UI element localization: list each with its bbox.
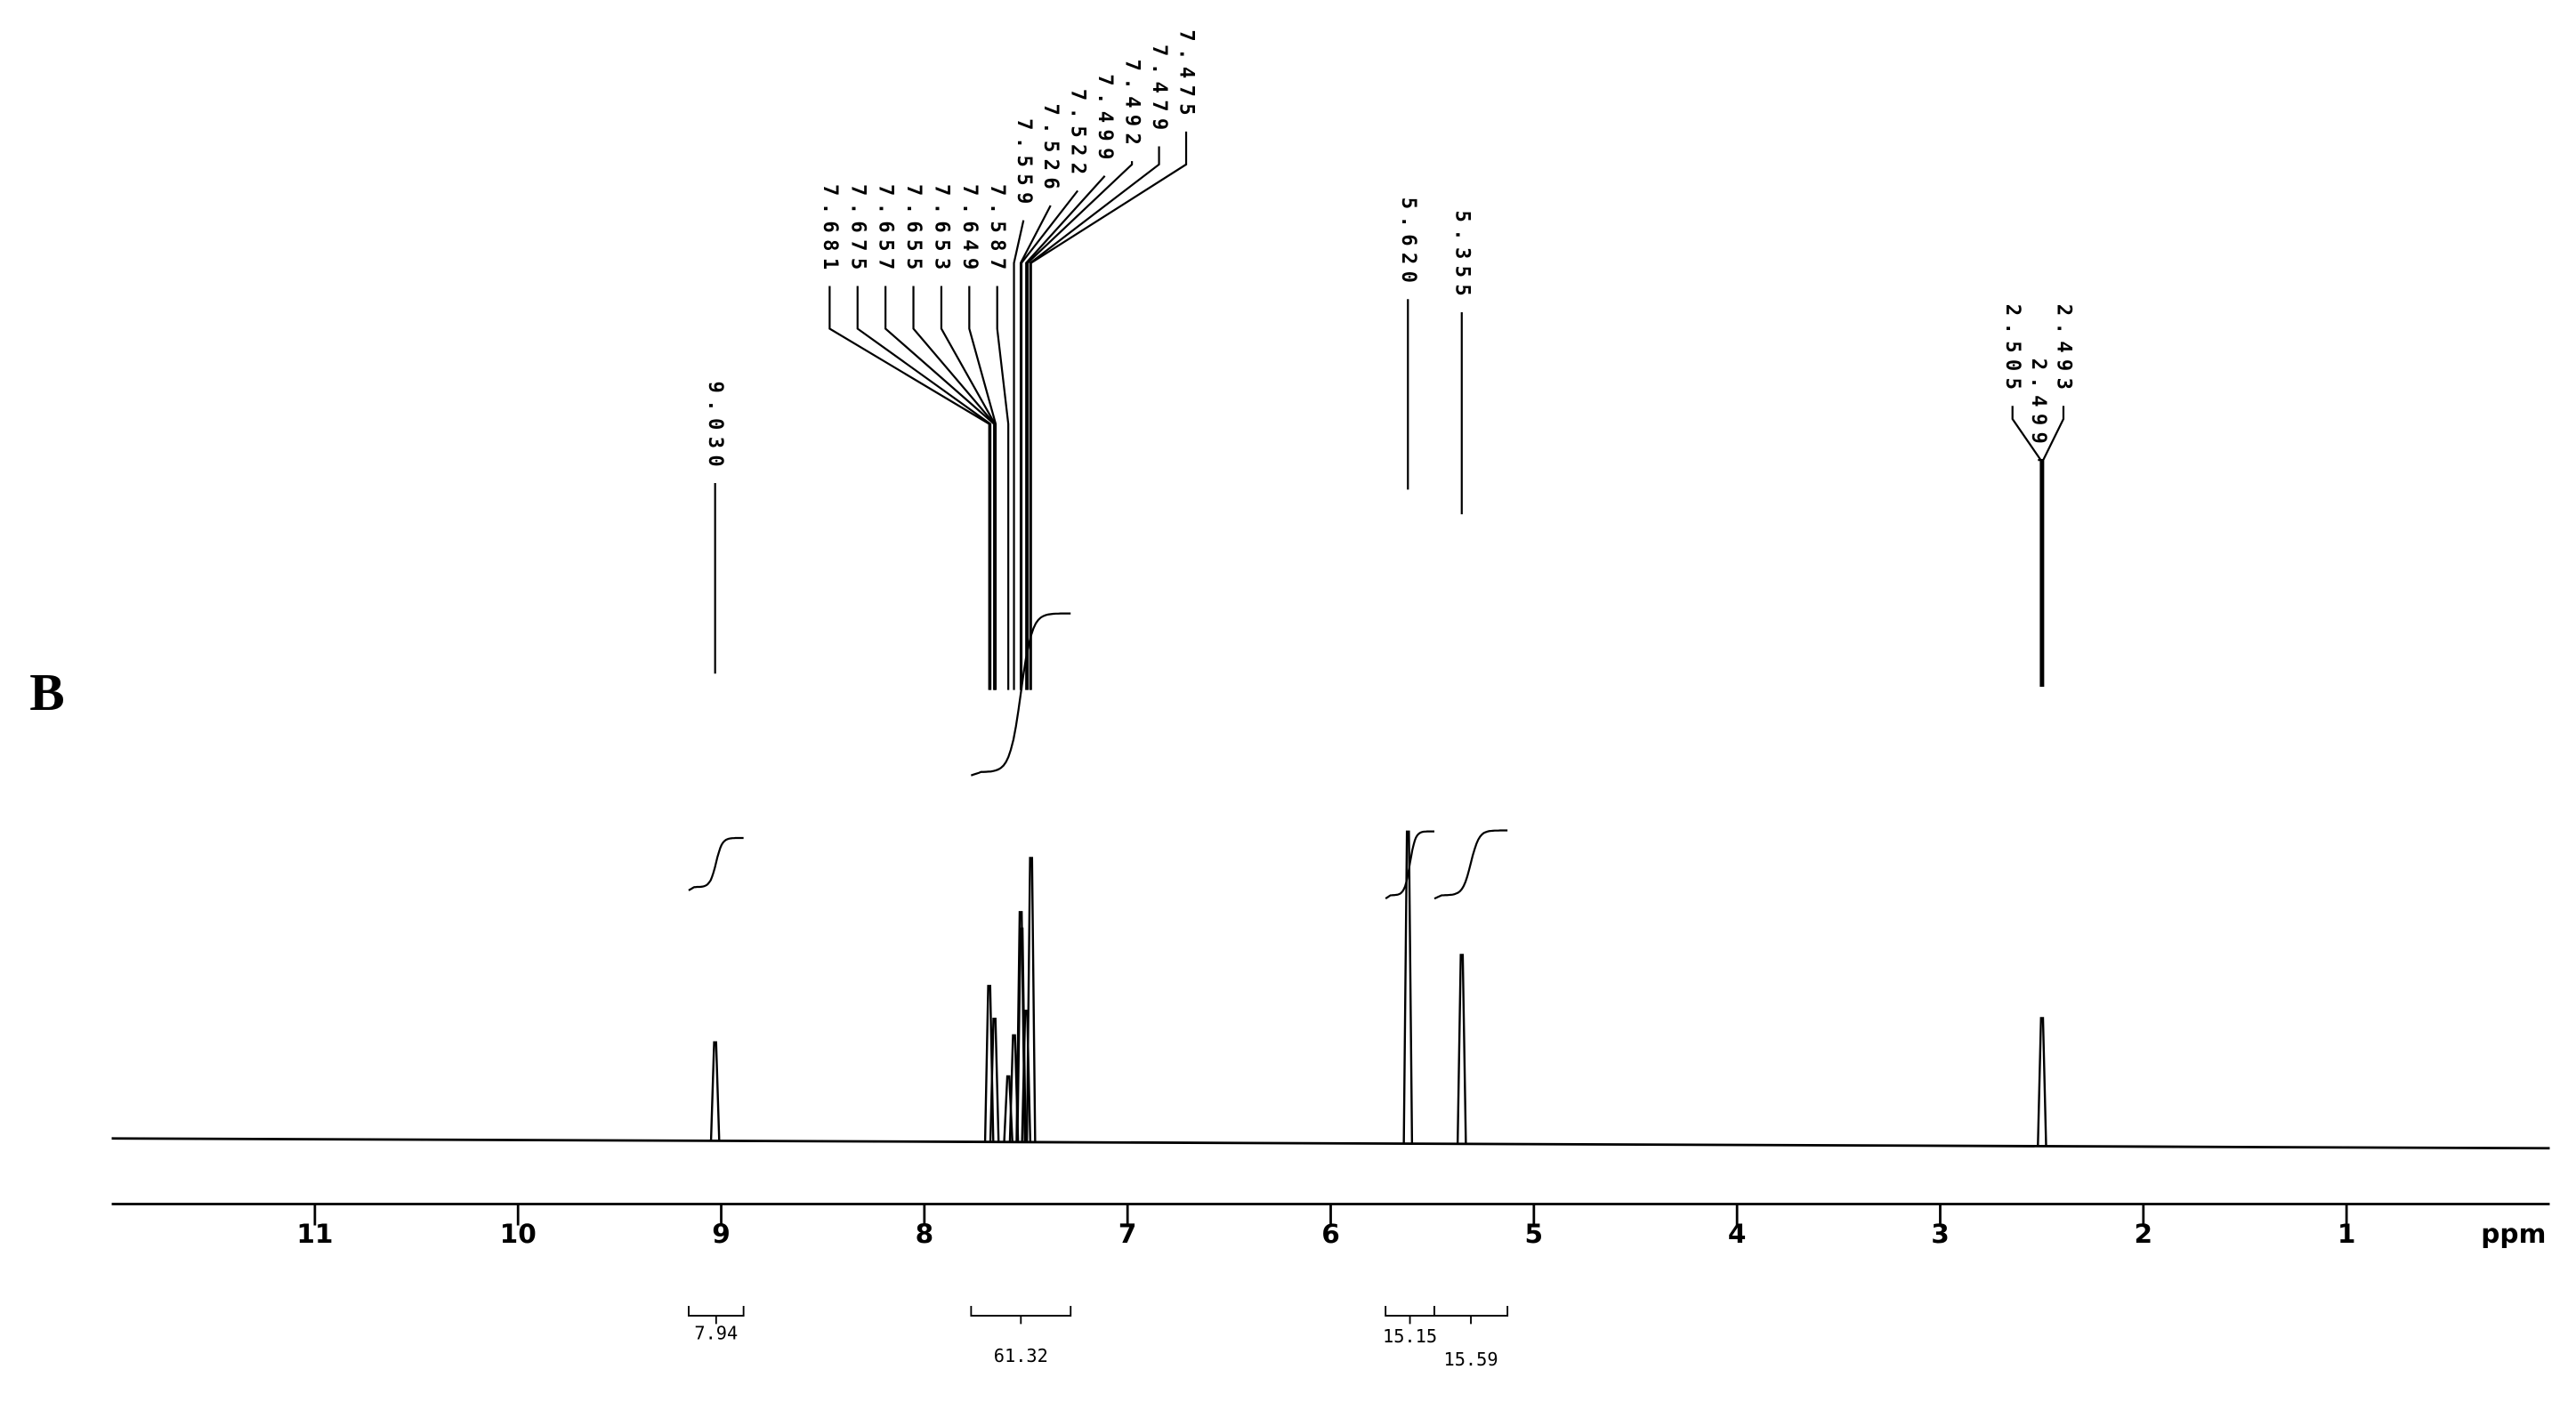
- integral-bracket: [1433, 1306, 1509, 1325]
- panel-label: B: [29, 663, 64, 721]
- peak-label-line: [1020, 189, 1079, 690]
- integral-label: 15.59: [1443, 1349, 1498, 1370]
- x-tick-label: 5: [1525, 1219, 1544, 1249]
- integral-bracket: [1385, 1306, 1435, 1325]
- peak-label: 5.620: [1397, 197, 1420, 290]
- integral-bracket: [970, 1306, 1072, 1325]
- peak-label-line: [1019, 205, 1052, 690]
- peak: [1456, 954, 1467, 1144]
- peak-label-line: [1025, 175, 1106, 690]
- peak-label: 7.526: [1039, 104, 1062, 197]
- peak-label: 2.499: [2027, 359, 2050, 451]
- peak-label: 7.587: [986, 184, 1009, 277]
- peak-label: 7.492: [1121, 60, 1144, 152]
- x-tick-label: 4: [1728, 1219, 1747, 1249]
- integral-curve: [688, 836, 744, 891]
- x-tick-label: 7: [1118, 1219, 1137, 1249]
- x-tick-label: 8: [916, 1219, 934, 1249]
- peak-label: 7.675: [846, 184, 869, 277]
- x-axis-label: ppm: [2481, 1219, 2546, 1249]
- peak-label-line: [912, 286, 996, 690]
- peak-label: 7.499: [1094, 74, 1117, 166]
- peak-label: 2.505: [2001, 304, 2024, 397]
- peak: [709, 1041, 721, 1141]
- peak-label-line: [2011, 406, 2042, 687]
- peak-label-line: [968, 286, 997, 690]
- peak-label: 7.649: [958, 184, 981, 277]
- peak-label: 7.559: [1013, 118, 1036, 211]
- peak-label-line: [1013, 220, 1025, 690]
- peak-label: 5.355: [1450, 211, 1474, 303]
- integral-label: 61.32: [994, 1345, 1048, 1366]
- baseline: [111, 1137, 2550, 1150]
- peak-label: 7.653: [930, 184, 953, 277]
- integral-curve: [970, 612, 1071, 777]
- x-tick-label: 10: [500, 1219, 537, 1249]
- peak-label-line: [1030, 131, 1188, 690]
- peak: [1025, 857, 1037, 1142]
- x-tick-label: 3: [1931, 1219, 1950, 1249]
- peak-label-line: [1026, 161, 1134, 690]
- x-tick-label: 6: [1321, 1219, 1340, 1249]
- peak-label: 7.681: [819, 184, 842, 277]
- x-tick-label: 2: [2135, 1219, 2153, 1249]
- integral-label: 7.94: [694, 1322, 738, 1343]
- x-tick-label: 11: [296, 1219, 333, 1249]
- peak-label-line: [996, 286, 1010, 690]
- peak: [1402, 830, 1414, 1144]
- peak-label-line: [2038, 459, 2043, 687]
- peak-label: 7.655: [902, 184, 925, 277]
- peak-label-line: [856, 286, 992, 690]
- integral-curve: [1433, 829, 1508, 900]
- x-tick-label: 1: [2338, 1219, 2356, 1249]
- peak-label-line: [828, 286, 990, 690]
- peak-label: 2.493: [2052, 304, 2075, 397]
- x-tick-label: 9: [712, 1219, 731, 1249]
- peak-label: 9.030: [704, 382, 727, 474]
- integral-label: 15.15: [1383, 1325, 1437, 1347]
- peak: [989, 1018, 1000, 1142]
- peak-label: 7.657: [875, 184, 898, 277]
- integral-bracket: [688, 1306, 745, 1325]
- peak-label: 7.522: [1067, 89, 1090, 181]
- peak-label-line: [940, 286, 997, 690]
- peak-label-line: [2042, 406, 2065, 687]
- peak-label: 7.475: [1175, 29, 1199, 122]
- peak-label-line: [884, 286, 996, 690]
- peak-label: 7.479: [1148, 44, 1171, 137]
- integral-curve: [1385, 830, 1435, 900]
- peak: [2037, 1017, 2047, 1147]
